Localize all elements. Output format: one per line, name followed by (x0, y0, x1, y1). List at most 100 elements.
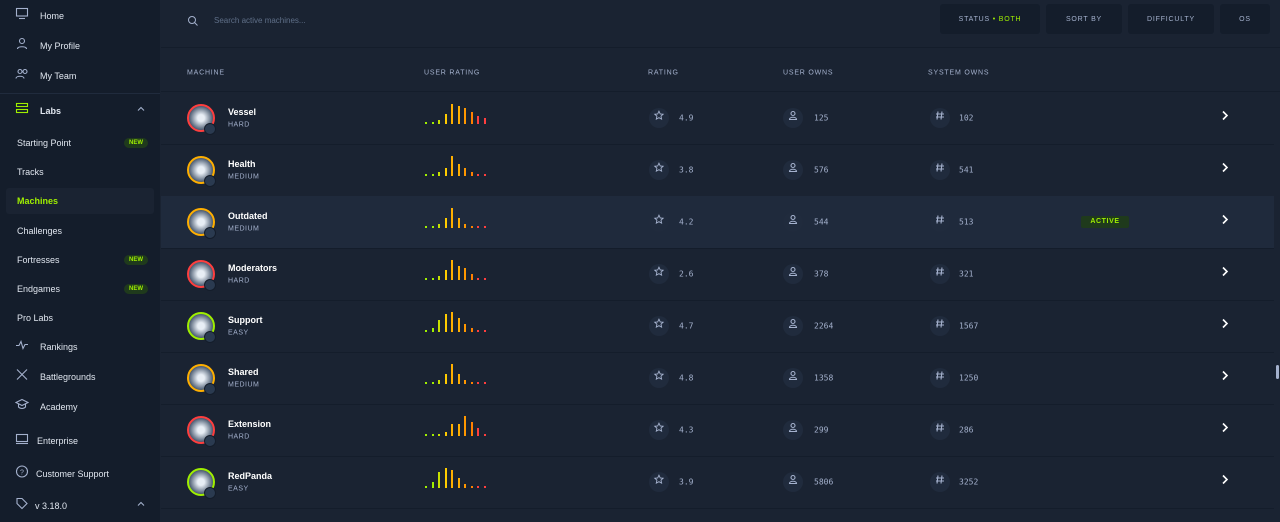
os-filter[interactable]: OS (1220, 4, 1270, 34)
rating-bar (438, 380, 440, 384)
rating-bar (438, 472, 440, 488)
new-badge: NEW (124, 138, 148, 148)
rating-bar (438, 120, 440, 124)
rating-bar (483, 226, 486, 228)
user (786, 317, 800, 336)
nav-icon (15, 67, 29, 86)
chevron (1218, 317, 1232, 336)
rating-bar (464, 224, 466, 228)
rating-bar (444, 468, 447, 488)
os-badge (204, 487, 216, 499)
rating-bar (483, 434, 486, 436)
rating: 2.6 (679, 269, 694, 279)
rating-bar (483, 174, 486, 176)
user-icon (783, 212, 803, 232)
system-owns: 321 (959, 269, 974, 279)
system-owns: 541 (959, 165, 974, 175)
nav-item[interactable]: Starting Point (17, 138, 72, 148)
os-badge (204, 175, 216, 187)
nav-item[interactable]: Challenges (17, 226, 63, 236)
user-icon (783, 368, 803, 388)
machine-row[interactable] (161, 352, 1274, 405)
rating-bar (483, 278, 486, 280)
difficulty: EASY (228, 485, 249, 493)
chevron (1218, 369, 1232, 388)
nav-item[interactable]: Home (40, 11, 65, 21)
rating-bar (444, 218, 447, 228)
rating-bar (470, 226, 473, 228)
rating-bar (438, 434, 440, 436)
machine-row[interactable] (161, 300, 1274, 353)
user-icon (783, 316, 803, 336)
hash (933, 317, 947, 336)
rating-bar (464, 380, 466, 384)
nav-item[interactable]: My Profile (40, 41, 81, 51)
column-header: MACHINE (187, 69, 225, 77)
rating-bar (464, 168, 466, 176)
nav-item[interactable]: Pro Labs (17, 313, 54, 323)
search-icon (188, 16, 198, 26)
chevron (1218, 473, 1232, 492)
user-icon (783, 472, 803, 492)
column-header: SYSTEM OWNS (928, 69, 990, 77)
star (652, 161, 666, 180)
rating-bar (457, 218, 460, 228)
column-header: USER OWNS (783, 69, 834, 77)
nav-item[interactable]: Endgames (17, 284, 61, 294)
chevron (1218, 265, 1232, 284)
machine-row[interactable] (161, 248, 1274, 301)
difficulty-filter[interactable]: DIFFICULTY (1128, 4, 1214, 34)
rating-bar (425, 434, 427, 436)
rating: 3.9 (679, 477, 694, 487)
user (786, 369, 800, 388)
rating-bar (464, 268, 466, 280)
machine-row[interactable] (161, 92, 1274, 145)
nav-item[interactable]: Battlegrounds (40, 372, 96, 382)
nav-item[interactable]: Fortresses (17, 255, 60, 265)
hash (933, 265, 947, 284)
machine-name: Health (228, 159, 256, 169)
rating-bar (477, 226, 479, 228)
rating-bar (431, 174, 434, 176)
rating-bar (477, 174, 479, 176)
nav-item[interactable]: Rankings (40, 342, 78, 352)
machine-row[interactable] (161, 456, 1274, 509)
os-badge (204, 383, 216, 395)
nav-item[interactable]: Customer Support (36, 469, 110, 479)
machine-name: RedPanda (228, 471, 273, 481)
rating-bar (431, 482, 434, 488)
rating-bar (444, 314, 447, 332)
system-owns: 1567 (959, 321, 979, 331)
nav-item[interactable]: Machines (17, 196, 59, 206)
rating-bar (451, 424, 453, 436)
machine-row[interactable] (161, 144, 1274, 197)
nav-item[interactable]: Academy (40, 402, 78, 412)
hash-icon (930, 160, 950, 180)
nav-item[interactable]: Enterprise (37, 436, 79, 446)
rating-bar (451, 312, 453, 332)
sort-button[interactable]: SORT BY (1046, 4, 1122, 34)
machine-name: Outdated (228, 211, 268, 221)
difficulty: EASY (228, 329, 249, 337)
user (786, 109, 800, 128)
rating-bar (444, 168, 447, 176)
rating-bar (477, 486, 479, 488)
rating-bar (483, 486, 486, 488)
rating-bar (444, 270, 447, 280)
rating-bar (431, 278, 434, 280)
version-icon (15, 497, 29, 516)
search-input[interactable]: Search active machines... (214, 16, 306, 25)
rating-bar (425, 122, 427, 124)
status-filter[interactable]: STATUS • BOTH (940, 4, 1040, 34)
rating-bar (457, 318, 460, 332)
rating-bar (464, 416, 466, 436)
star (652, 109, 666, 128)
machine-row[interactable] (161, 404, 1274, 457)
header-divider (161, 91, 1280, 92)
nav-item[interactable]: Tracks (17, 167, 44, 177)
active-highlight (6, 188, 154, 214)
nav-item[interactable]: My Team (40, 71, 77, 81)
rating-bar (451, 156, 453, 176)
nav-item[interactable]: Labs (40, 106, 62, 116)
hash (933, 161, 947, 180)
